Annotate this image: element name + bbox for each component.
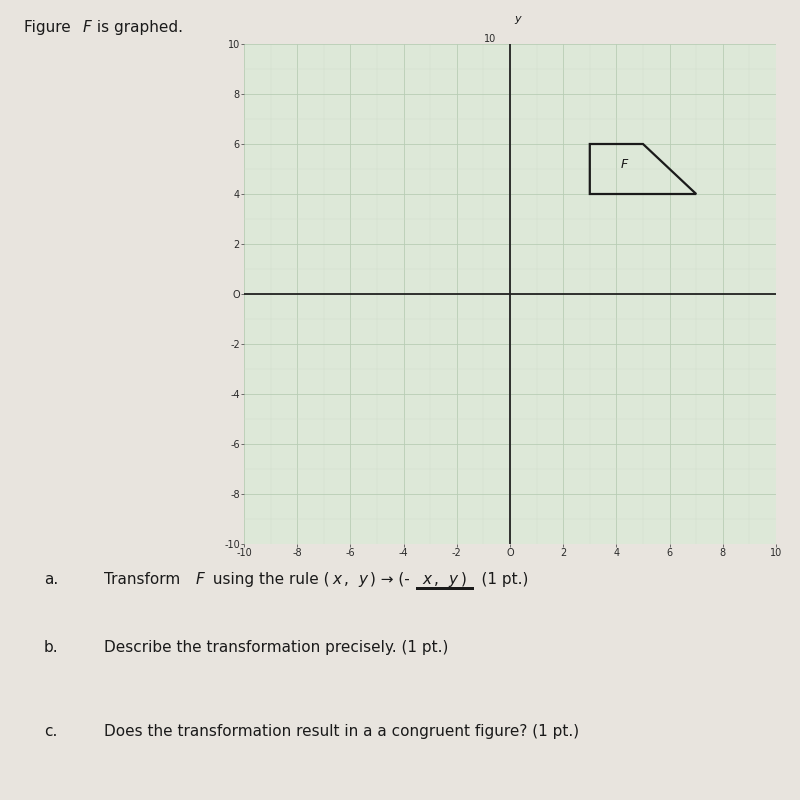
Text: x: x: [422, 572, 431, 587]
Text: 10: 10: [485, 34, 497, 44]
Text: Figure: Figure: [24, 20, 76, 35]
Text: )   (1 pt.): ) (1 pt.): [461, 572, 528, 587]
Text: y: y: [514, 14, 522, 24]
Text: ) → (-: ) → (-: [370, 572, 410, 587]
Text: F: F: [196, 572, 205, 587]
Text: a.: a.: [44, 572, 58, 587]
Text: x: x: [332, 572, 341, 587]
Text: ,: ,: [344, 572, 354, 587]
Text: b.: b.: [44, 640, 58, 655]
Text: ,: ,: [434, 572, 444, 587]
Text: using the rule (: using the rule (: [208, 572, 330, 587]
Text: is graphed.: is graphed.: [92, 20, 183, 35]
Text: Transform: Transform: [104, 572, 185, 587]
Text: c.: c.: [44, 724, 58, 739]
Text: y: y: [358, 572, 367, 587]
Text: F: F: [82, 20, 91, 35]
Text: F: F: [621, 158, 628, 170]
Text: Does the transformation result in a a congruent figure? (1 pt.): Does the transformation result in a a co…: [104, 724, 579, 739]
Text: y: y: [449, 572, 458, 587]
Text: Describe the transformation precisely. (1 pt.): Describe the transformation precisely. (…: [104, 640, 448, 655]
